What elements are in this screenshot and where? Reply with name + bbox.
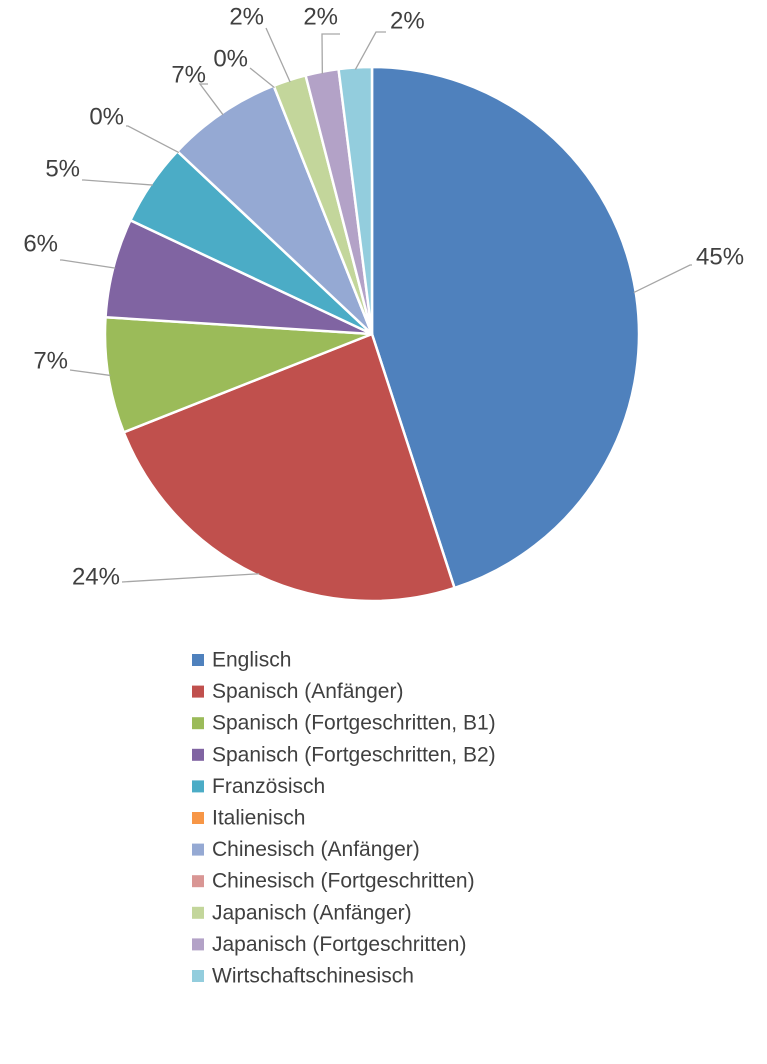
leader-line bbox=[69, 369, 111, 377]
legend-label: Spanisch (Fortgeschritten, B2) bbox=[212, 743, 496, 766]
data-label: 0% bbox=[213, 45, 248, 72]
leader-line bbox=[321, 33, 340, 74]
legend-label: Japanisch (Fortgeschritten) bbox=[212, 933, 466, 956]
legend-label: Spanisch (Anfänger) bbox=[212, 680, 403, 703]
leader-line bbox=[354, 31, 386, 70]
leader-line bbox=[198, 83, 224, 116]
leader-line bbox=[126, 125, 180, 154]
data-label: 5% bbox=[45, 155, 80, 182]
legend-swatch bbox=[192, 780, 204, 793]
data-label: 2% bbox=[390, 7, 425, 34]
legend-swatch bbox=[192, 970, 204, 982]
legend-swatch bbox=[192, 748, 204, 761]
leader-line bbox=[60, 259, 116, 269]
data-label: 6% bbox=[23, 230, 58, 257]
legend-label: Chinesisch (Anfänger) bbox=[212, 838, 420, 861]
leader-line bbox=[249, 67, 275, 89]
data-label: 0% bbox=[89, 103, 124, 130]
data-label: 45% bbox=[696, 243, 744, 270]
legend-label: Französisch bbox=[212, 775, 325, 798]
data-label: 7% bbox=[171, 61, 206, 88]
legend-swatch bbox=[192, 717, 204, 730]
legend-swatch bbox=[192, 843, 204, 856]
leader-line bbox=[82, 179, 153, 186]
legend-label: Spanisch (Fortgeschritten, B1) bbox=[212, 712, 496, 735]
pie-slice bbox=[337, 65, 374, 335]
legend-swatch bbox=[192, 938, 204, 951]
data-label: 2% bbox=[229, 3, 264, 30]
legend-label: Japanisch (Anfänger) bbox=[212, 901, 412, 924]
legend-swatch bbox=[192, 906, 204, 919]
legend-swatch bbox=[192, 654, 204, 666]
legend-label: Chinesisch (Fortgeschritten) bbox=[212, 870, 475, 893]
legend-label: Wirtschaftschinesisch bbox=[212, 965, 414, 988]
data-label: 2% bbox=[303, 3, 338, 30]
leader-line bbox=[265, 27, 291, 83]
legend-swatch bbox=[192, 685, 204, 698]
data-label: 24% bbox=[72, 563, 120, 590]
data-label: 7% bbox=[33, 347, 68, 374]
legend-swatch bbox=[192, 812, 204, 824]
leader-line bbox=[633, 264, 692, 294]
leader-line bbox=[121, 573, 260, 583]
legend-label: Englisch bbox=[212, 649, 291, 672]
legend-swatch bbox=[192, 875, 204, 888]
legend-label: Italienisch bbox=[212, 807, 305, 830]
